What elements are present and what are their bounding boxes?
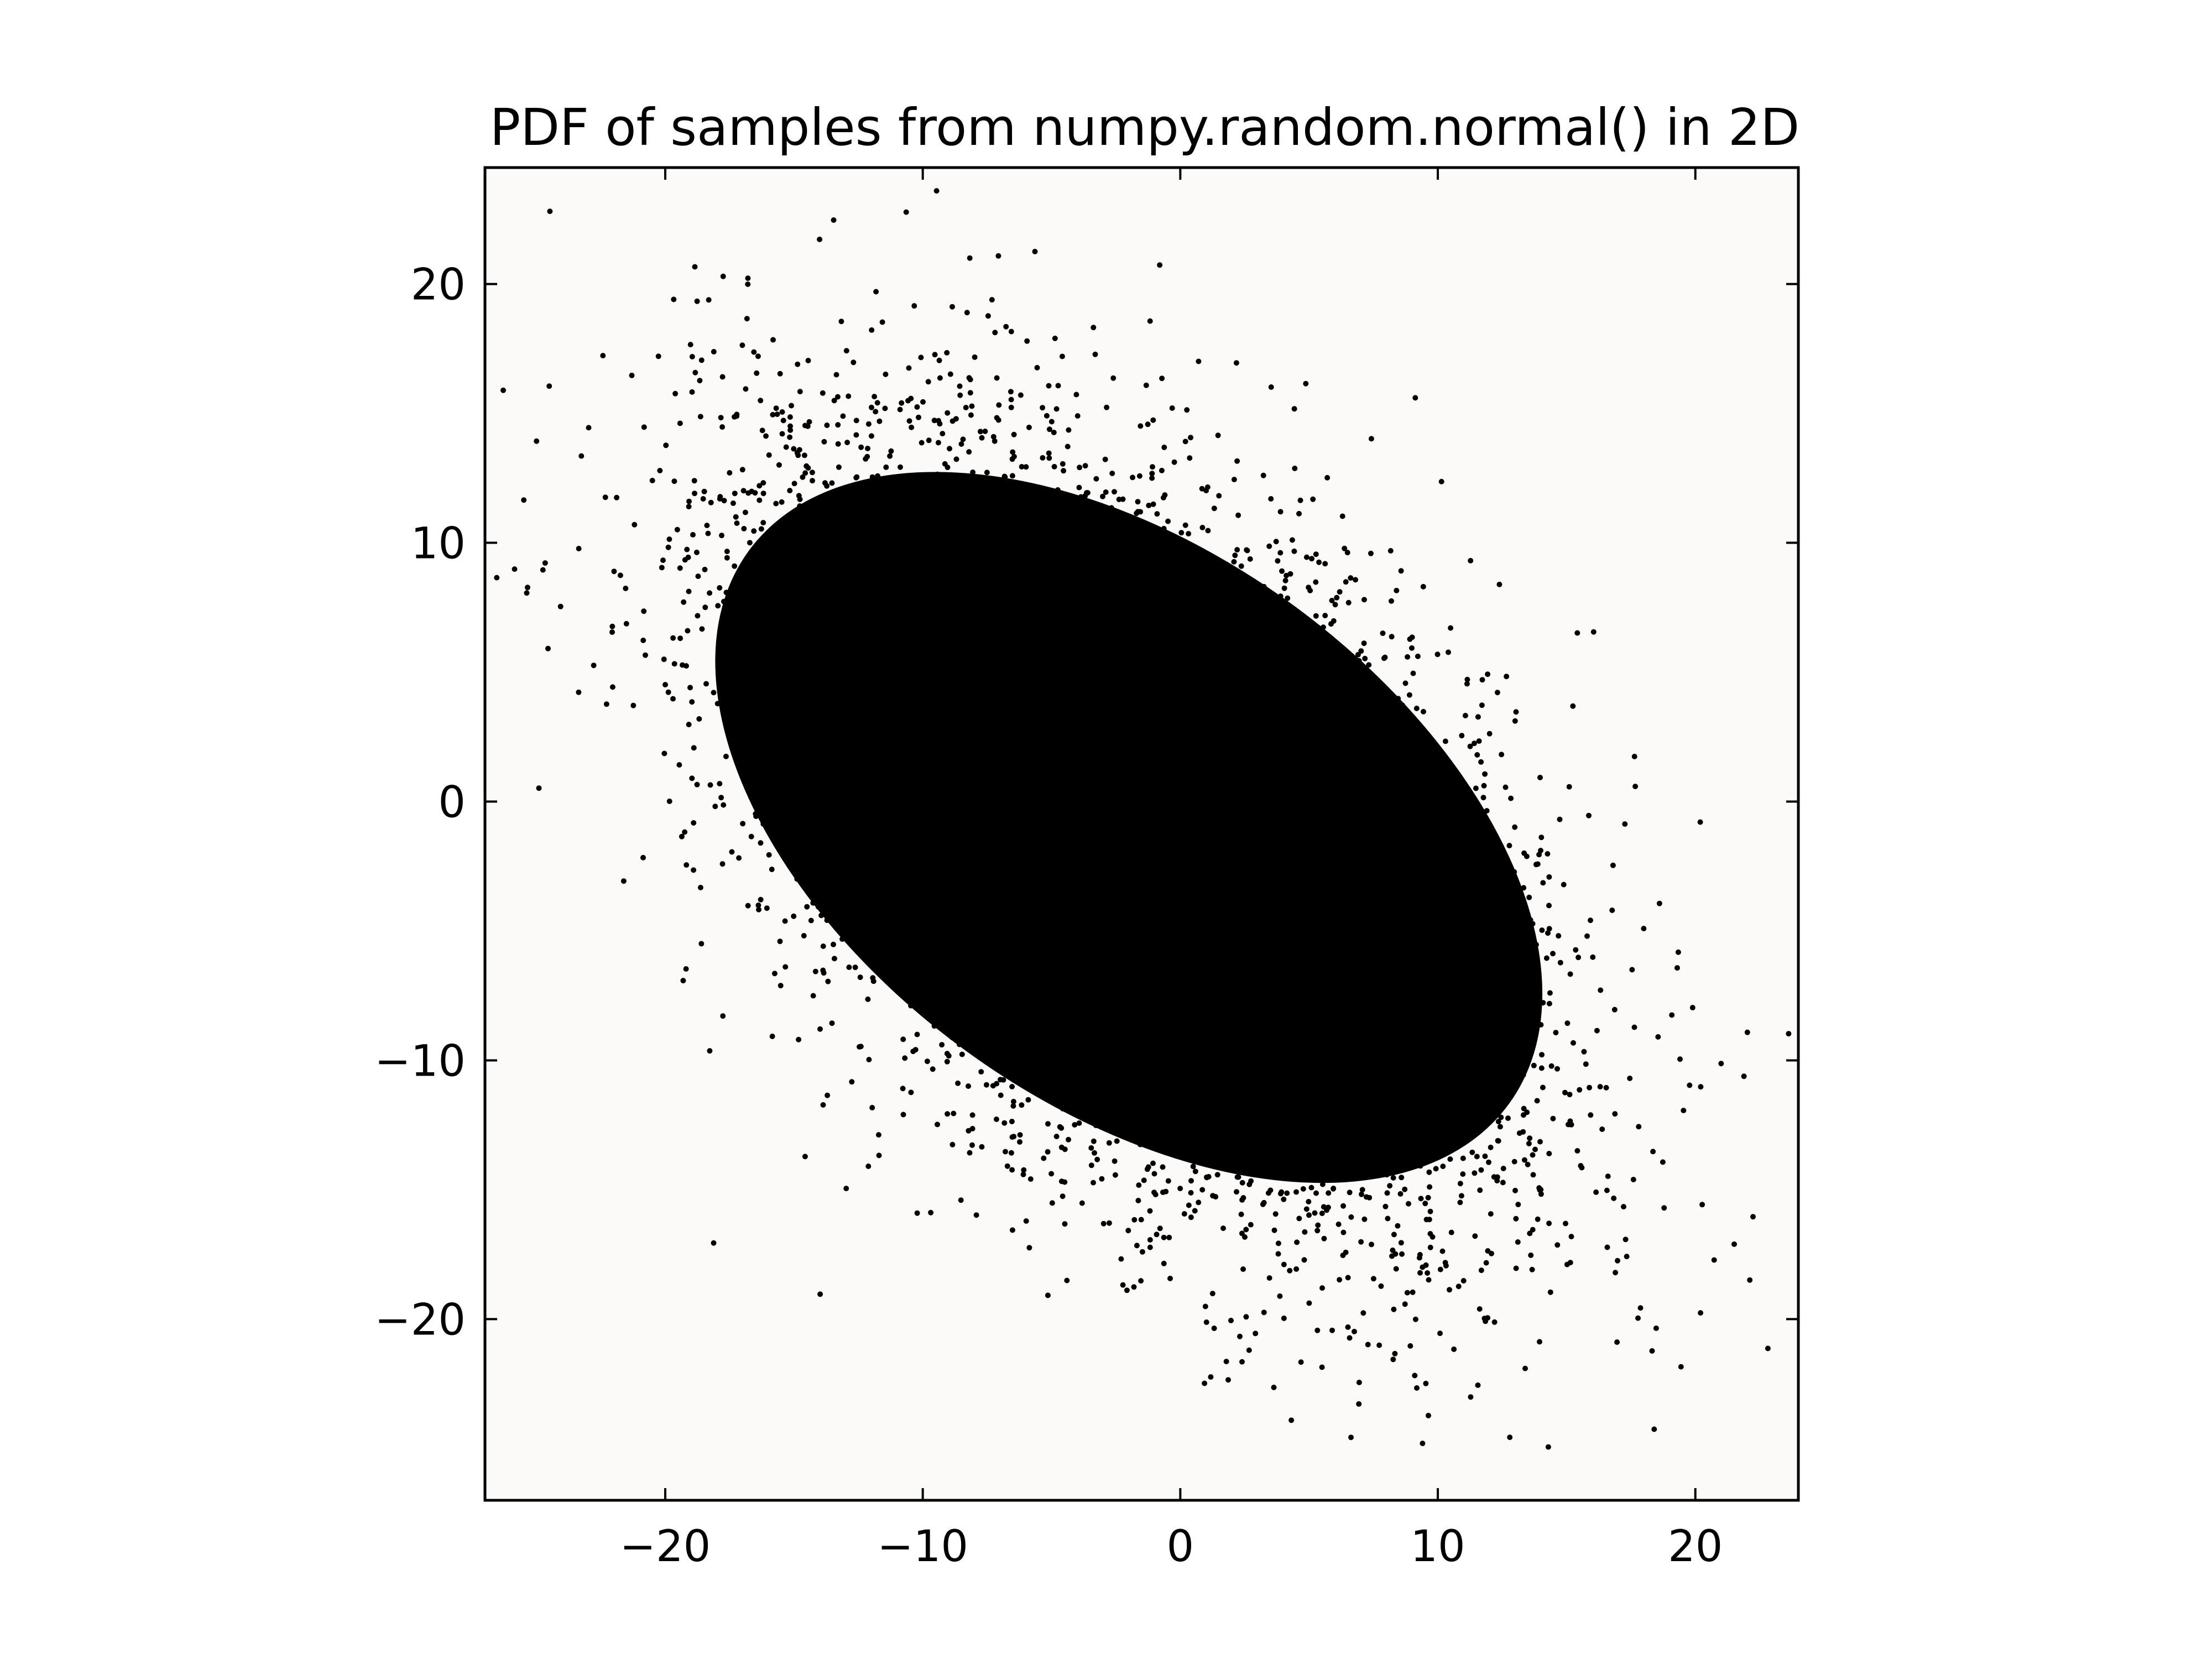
x-tick-label: −10	[877, 1522, 968, 1572]
x-tick-label: 20	[1668, 1522, 1723, 1572]
chart-title: PDF of samples from numpy.random.normal(…	[490, 98, 1800, 157]
scatter-points	[494, 188, 1792, 1450]
y-tick-label: 10	[411, 519, 466, 569]
y-tick-label: −10	[374, 1036, 466, 1086]
x-tick-label: −20	[620, 1522, 711, 1572]
x-tick-label: 10	[1410, 1522, 1465, 1572]
y-axis: −20 −10 0 10 20	[374, 260, 1798, 1345]
axes-frame	[483, 166, 1800, 1502]
x-axis: −20 −10 0 10 20	[620, 168, 1723, 1572]
y-tick-label: 0	[438, 778, 466, 828]
scatter-dense-core	[715, 472, 1543, 1183]
y-tick-label: −20	[374, 1295, 466, 1345]
x-tick-label: 0	[1167, 1522, 1194, 1572]
y-tick-label: 20	[411, 260, 466, 310]
